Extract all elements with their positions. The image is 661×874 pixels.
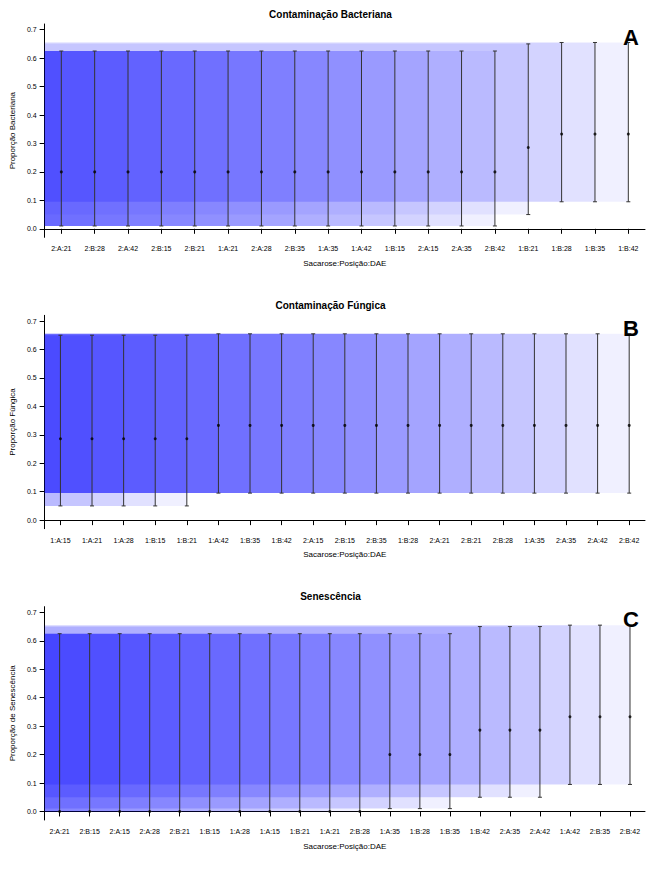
svg-text:2:A:15: 2:A:15 [418,245,438,252]
svg-text:Sacarose:Posição:DAE: Sacarose:Posição:DAE [303,259,386,268]
svg-text:2:B:15: 2:B:15 [151,245,171,252]
svg-text:0.5: 0.5 [27,666,37,673]
svg-text:1:B:28: 1:B:28 [398,537,418,544]
svg-text:1:B:21: 1:B:21 [518,245,538,252]
svg-text:1:B:42: 1:B:42 [618,245,638,252]
svg-text:1:B:35: 1:B:35 [240,537,260,544]
svg-text:Proporção de Senescência: Proporção de Senescência [8,665,17,762]
svg-text:2:A:35: 2:A:35 [451,245,471,252]
svg-text:Proporção Bacteriana: Proporção Bacteriana [8,91,17,169]
svg-text:2:A:15: 2:A:15 [303,537,323,544]
svg-text:2:B:28: 2:B:28 [85,245,105,252]
svg-text:2:B:28: 2:B:28 [493,537,513,544]
svg-text:1:A:21: 1:A:21 [218,245,238,252]
svg-text:0.2: 0.2 [27,460,37,467]
svg-text:0.1: 0.1 [27,488,37,495]
svg-text:1:A:35: 1:A:35 [524,537,544,544]
svg-text:Senescência: Senescência [300,591,361,602]
svg-text:0.6: 0.6 [27,637,37,644]
svg-text:0.6: 0.6 [27,346,37,353]
svg-text:2:A:35: 2:A:35 [556,537,576,544]
svg-text:1:A:15: 1:A:15 [50,537,70,544]
svg-text:C: C [623,607,639,632]
svg-text:2:A:21: 2:A:21 [50,828,70,835]
svg-text:0.5: 0.5 [27,83,37,90]
svg-text:1:A:42: 1:A:42 [208,537,228,544]
svg-text:1:A:35: 1:A:35 [380,828,400,835]
svg-text:1:A:42: 1:A:42 [351,245,371,252]
svg-text:1:B:21: 1:B:21 [290,828,310,835]
svg-text:1:A:15: 1:A:15 [260,828,280,835]
svg-text:1:A:21: 1:A:21 [82,537,102,544]
svg-text:2:B:42: 2:B:42 [620,828,640,835]
svg-text:1:A:28: 1:A:28 [114,537,134,544]
svg-text:2:A:21: 2:A:21 [429,537,449,544]
svg-text:2:A:42: 2:A:42 [118,245,138,252]
svg-text:1:B:28: 1:B:28 [410,828,430,835]
svg-text:0.7: 0.7 [27,609,37,616]
svg-text:2:B:15: 2:B:15 [335,537,355,544]
svg-text:1:B:15: 1:B:15 [200,828,220,835]
svg-text:2:A:35: 2:A:35 [500,828,520,835]
svg-text:B: B [623,316,639,341]
svg-text:2:B:35: 2:B:35 [366,537,386,544]
svg-text:1:B:35: 1:B:35 [440,828,460,835]
svg-text:0.1: 0.1 [27,780,37,787]
svg-text:0.4: 0.4 [27,112,37,119]
svg-text:1:B:21: 1:B:21 [177,537,197,544]
svg-text:1:B:15: 1:B:15 [385,245,405,252]
svg-text:0.5: 0.5 [27,374,37,381]
svg-text:0.4: 0.4 [27,403,37,410]
svg-text:2:B:42: 2:B:42 [619,537,639,544]
svg-text:1:B:42: 1:B:42 [271,537,291,544]
svg-text:0.3: 0.3 [27,723,37,730]
svg-text:2:A:42: 2:A:42 [530,828,550,835]
svg-text:Sacarose:Posição:DAE: Sacarose:Posição:DAE [303,842,386,851]
svg-text:0.2: 0.2 [27,168,37,175]
svg-text:2:B:15: 2:B:15 [80,828,100,835]
svg-text:0.0: 0.0 [27,225,37,232]
svg-text:0.7: 0.7 [27,26,37,33]
svg-text:1:B:35: 1:B:35 [585,245,605,252]
svg-text:0.2: 0.2 [27,751,37,758]
svg-text:2:A:42: 2:A:42 [587,537,607,544]
svg-text:2:B:35: 2:B:35 [590,828,610,835]
svg-text:0.4: 0.4 [27,694,37,701]
svg-text:0.7: 0.7 [27,318,37,325]
svg-text:2:A:28: 2:A:28 [251,245,271,252]
svg-text:0.1: 0.1 [27,197,37,204]
svg-text:2:A:21: 2:A:21 [51,245,71,252]
svg-text:Contaminação Fúngica: Contaminação Fúngica [275,300,385,311]
svg-text:0.3: 0.3 [27,140,37,147]
svg-text:2:B:21: 2:B:21 [461,537,481,544]
svg-text:1:A:42: 1:A:42 [560,828,580,835]
svg-text:2:B:42: 2:B:42 [485,245,505,252]
svg-text:Contaminação Bacteriana: Contaminação Bacteriana [269,9,392,20]
svg-text:A: A [623,25,639,50]
svg-text:0.3: 0.3 [27,431,37,438]
svg-text:2:B:21: 2:B:21 [185,245,205,252]
svg-text:Proporção Fúngica: Proporção Fúngica [8,388,17,456]
svg-text:1:B:42: 1:B:42 [470,828,490,835]
svg-text:1:B:15: 1:B:15 [145,537,165,544]
svg-text:2:A:15: 2:A:15 [110,828,130,835]
svg-text:2:B:28: 2:B:28 [350,828,370,835]
svg-text:1:A:28: 1:A:28 [230,828,250,835]
svg-text:0.0: 0.0 [27,517,37,524]
svg-text:Sacarose:Posição:DAE: Sacarose:Posição:DAE [303,550,386,559]
svg-text:0.0: 0.0 [27,808,37,815]
svg-text:1:A:21: 1:A:21 [320,828,340,835]
svg-text:1:A:35: 1:A:35 [318,245,338,252]
svg-text:0.6: 0.6 [27,55,37,62]
svg-text:2:A:28: 2:A:28 [140,828,160,835]
svg-text:2:B:21: 2:B:21 [170,828,190,835]
svg-text:1:B:28: 1:B:28 [551,245,571,252]
svg-text:2:B:35: 2:B:35 [285,245,305,252]
